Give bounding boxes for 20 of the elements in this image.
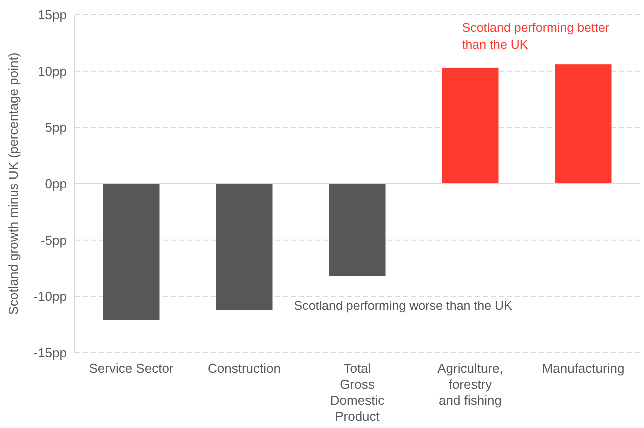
y-tick-label: 15pp — [38, 8, 67, 23]
y-tick-label: 0pp — [45, 176, 67, 192]
x-tick-label: Service Sector — [89, 361, 174, 376]
annotation: Scotland performing worse than the UK — [294, 299, 514, 313]
y-tick-label: -10pp — [34, 289, 67, 304]
bar — [442, 68, 499, 184]
y-tick-label: 10pp — [38, 64, 67, 79]
annotation: Scotland performing better than the UK — [462, 21, 610, 52]
y-tick-label: -15pp — [34, 346, 67, 361]
bar — [216, 184, 273, 310]
bar — [103, 184, 160, 320]
x-tick-label: Construction — [208, 361, 281, 376]
y-axis-title: Scotland growth minus UK (percentage point) — [6, 52, 21, 316]
y-tick-label: -5pp — [40, 232, 67, 248]
x-tick-label: Manufacturing — [542, 361, 625, 376]
x-tick-label: Total Gross Domestic Product — [330, 361, 386, 424]
y-tick-label: 5pp — [45, 120, 67, 136]
bar — [555, 64, 612, 184]
x-tick-label: Agriculture, forestry and fishing — [438, 361, 504, 408]
bar — [329, 184, 386, 276]
